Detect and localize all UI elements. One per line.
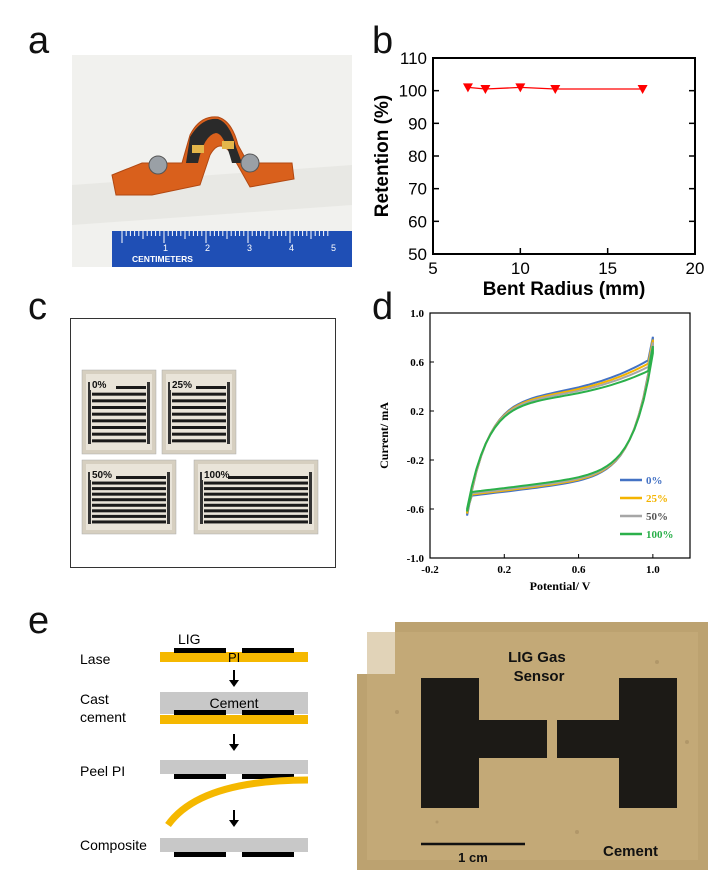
retention-point <box>515 83 526 93</box>
x-tick-label-b: 10 <box>511 259 530 278</box>
lig-pad <box>242 852 294 857</box>
lig-pad <box>174 852 226 857</box>
plot-frame-d <box>429 312 691 559</box>
panel-label-e: e <box>28 600 50 642</box>
scale-label: 1 cm <box>458 850 488 865</box>
sample-0pct: 0% <box>81 369 157 455</box>
y-tick-label-b: 100 <box>399 82 427 101</box>
fabrication-schematic: LIG PI Lase Cement Cast cement Peel PI Composit… <box>80 631 309 857</box>
retention-point <box>462 83 473 93</box>
lig-pad <box>174 774 226 779</box>
legend-label-d: 0% <box>646 475 663 487</box>
step-label: Lase <box>80 651 111 667</box>
retention-point <box>480 85 491 95</box>
arrow-head <box>229 744 239 751</box>
cv-chart: -1.0 -0.6 -0.2 0.2 0.6 1.0 -0.2 0.2 0.6 1.0 Potent… <box>377 308 691 593</box>
cv-curve-100pct <box>466 345 654 512</box>
lig-pad <box>242 648 294 653</box>
y-tick-label-b: 90 <box>408 114 427 133</box>
lig-sensor-pattern <box>421 678 677 808</box>
panel-label-d: d <box>372 286 394 328</box>
retention-point <box>550 85 561 95</box>
ruler-number-3: 3 <box>247 243 252 253</box>
retention-chart: 50 60 70 80 90 100 110 5 10 15 20 Bent Radius (mm) R… <box>372 49 705 300</box>
ruler-number-4: 4 <box>289 243 294 253</box>
y-tick-label-d: 1.0 <box>410 308 424 320</box>
legend-label-d: 50% <box>646 511 668 523</box>
ruler-number-1: 1 <box>163 243 168 253</box>
sample-label: 0% <box>92 380 107 391</box>
x-tick-label-b: 20 <box>686 259 705 278</box>
step-label: Cast <box>80 691 109 707</box>
pi-layer <box>160 652 308 662</box>
sensor-label: LIG Gas Sensor <box>508 649 570 685</box>
sample-label: 50% <box>92 470 112 481</box>
clip-left <box>148 155 168 175</box>
y-tick-label-b: 50 <box>408 245 427 264</box>
lig-pad <box>242 774 294 779</box>
panel-c-box <box>70 318 336 568</box>
x-tick-label-d: 0.2 <box>497 564 511 576</box>
ruler-label: CENTIMETERS <box>132 254 193 264</box>
sample-100pct: 100% <box>193 459 319 535</box>
legend-label-d: 25% <box>646 493 668 505</box>
y-tick-label-d: -0.2 <box>407 455 425 467</box>
x-axis-label-d: Potential/ V <box>530 579 591 593</box>
clip-right <box>240 153 260 173</box>
panel-f-photo: LIG Gas Sensor 1 cm Cement <box>357 622 708 870</box>
material-label: Cement <box>603 843 658 860</box>
retention-point <box>637 85 648 95</box>
sample-25pct: 25% <box>161 369 237 455</box>
y-tick-label-d: 0.2 <box>410 406 424 418</box>
arrow-head <box>229 680 239 687</box>
cement-label: Cement <box>209 695 258 711</box>
pi-label: PI <box>228 650 240 665</box>
panel-a-photo: CENTIMETERS 1 2 3 4 5 <box>72 55 352 267</box>
peeled-pi <box>165 776 309 828</box>
step-label: cement <box>80 709 126 725</box>
step-label: Peel PI <box>80 763 125 779</box>
lig-pad <box>242 710 294 715</box>
step-label: Composite <box>80 837 147 853</box>
sample-50pct: 50% <box>81 459 177 535</box>
polyimide-strip <box>111 116 295 196</box>
sample-label: 25% <box>172 380 192 391</box>
x-axis-label-b: Bent Radius (mm) <box>483 279 646 300</box>
legend-label-d: 100% <box>646 529 674 541</box>
panel-label-b: b <box>372 20 394 62</box>
y-axis-label-d: Current/ mA <box>377 402 391 469</box>
x-tick-label-b: 5 <box>428 259 437 278</box>
ruler-number-2: 2 <box>205 243 210 253</box>
lig-pad <box>174 648 226 653</box>
panel-label-a: a <box>28 20 50 62</box>
cement-layer <box>160 838 308 852</box>
arrow-head <box>229 820 239 827</box>
ruler: CENTIMETERS 1 2 3 4 5 <box>112 231 352 267</box>
y-tick-label-b: 70 <box>408 180 427 199</box>
y-axis-label-b: Retention (%) <box>372 95 393 217</box>
panel-label-c: c <box>28 286 47 328</box>
x-tick-label-d: 1.0 <box>646 564 660 576</box>
lig-pad <box>174 710 226 715</box>
panel-c-samples: 0% 25% 50% 100% <box>81 369 319 535</box>
y-tick-label-b: 80 <box>408 147 427 166</box>
y-tick-label-d: 0.6 <box>410 357 424 369</box>
cement-layer <box>160 760 308 774</box>
x-tick-label-d: 0.6 <box>572 564 586 576</box>
lig-label: LIG <box>178 631 201 647</box>
y-tick-label-d: -0.6 <box>407 504 425 516</box>
pi-layer <box>160 715 308 724</box>
y-tick-label-b: 110 <box>400 49 427 68</box>
ruler-number-5: 5 <box>331 243 336 253</box>
y-tick-label-b: 60 <box>408 212 427 231</box>
cement-layer <box>160 692 308 714</box>
x-tick-label-d: -0.2 <box>421 564 439 576</box>
sample-label: 100% <box>204 470 230 481</box>
x-tick-label-b: 15 <box>598 259 617 278</box>
y-tick-label-d: -1.0 <box>407 553 425 565</box>
